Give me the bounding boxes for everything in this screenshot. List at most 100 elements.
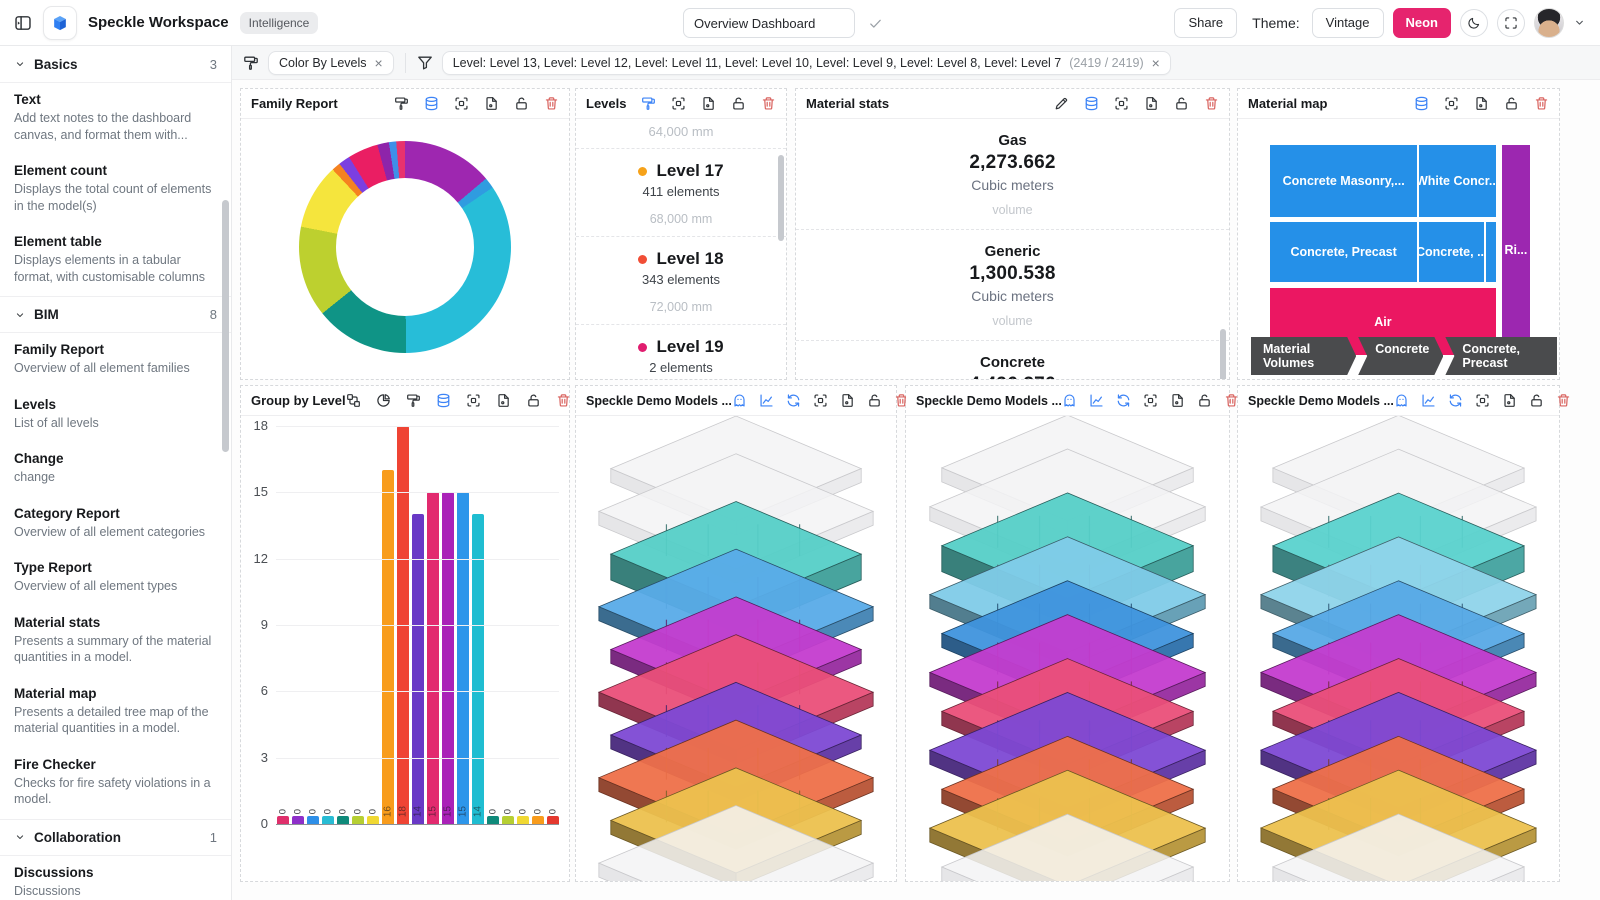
- scan-icon[interactable]: [671, 96, 686, 111]
- file-icon[interactable]: [1502, 393, 1517, 408]
- ghost-icon[interactable]: [1394, 393, 1409, 408]
- lock-icon[interactable]: [867, 393, 882, 408]
- treemap-cell-ri-[interactable]: Ri...: [1500, 144, 1531, 356]
- material-stats-scrollbar[interactable]: [1220, 329, 1226, 379]
- app-logo[interactable]: [43, 5, 77, 40]
- breadcrumb-concrete-precast[interactable]: Concrete, Precast: [1445, 337, 1557, 375]
- bar-value-0[interactable]: 0: [306, 809, 319, 824]
- paint-roller-icon[interactable]: [641, 96, 656, 111]
- bar-value-0[interactable]: 0: [366, 809, 379, 824]
- pencil-icon[interactable]: [1054, 96, 1069, 111]
- bar-value-0[interactable]: 0: [351, 809, 364, 824]
- treemap-cell-concrete-[interactable]: Concrete, ...: [1418, 221, 1486, 283]
- sidebar-section-header[interactable]: Basics 3: [0, 46, 231, 83]
- model-3d-viewport[interactable]: [1238, 416, 1559, 881]
- group-icon[interactable]: [346, 393, 361, 408]
- trash-icon[interactable]: [1224, 393, 1239, 408]
- database-icon[interactable]: [1084, 96, 1099, 111]
- file-icon[interactable]: [1144, 96, 1159, 111]
- file-icon[interactable]: [1170, 393, 1185, 408]
- bar-value-15[interactable]: 15: [441, 492, 454, 824]
- bar-value-0[interactable]: 0: [501, 809, 514, 824]
- trend-chart-icon[interactable]: [1089, 393, 1104, 408]
- paint-roller-icon[interactable]: [406, 393, 421, 408]
- sidebar-item-element-table[interactable]: Element table Displays elements in a tabu…: [0, 225, 231, 296]
- lock-icon[interactable]: [1197, 393, 1212, 408]
- model-3d-viewport[interactable]: [576, 416, 896, 881]
- dashboard-name-input[interactable]: [683, 8, 855, 38]
- file-icon[interactable]: [840, 393, 855, 408]
- sidebar-item-discussions[interactable]: Discussions Discussions: [0, 856, 231, 900]
- ghost-icon[interactable]: [732, 393, 747, 408]
- sidebar-item-material-map[interactable]: Material map Presents a detailed tree map…: [0, 677, 231, 748]
- scan-icon[interactable]: [1143, 393, 1158, 408]
- family-report-donut-chart[interactable]: [299, 141, 511, 353]
- scan-icon[interactable]: [454, 96, 469, 111]
- funnel-icon[interactable]: [417, 55, 433, 71]
- sidebar-item-type-report[interactable]: Type Report Overview of all element types: [0, 551, 231, 606]
- lock-icon[interactable]: [1504, 96, 1519, 111]
- scan-icon[interactable]: [1444, 96, 1459, 111]
- bar-value-16[interactable]: 16: [381, 470, 394, 824]
- scan-icon[interactable]: [813, 393, 828, 408]
- level-row-partial[interactable]: 64,000 mm: [576, 119, 786, 149]
- scan-icon[interactable]: [1114, 96, 1129, 111]
- level-row-level-18[interactable]: Level 18 343 elements 72,000 mm: [576, 237, 786, 325]
- share-button[interactable]: Share: [1174, 7, 1238, 38]
- sidebar-item-text[interactable]: Text Add text notes to the dashboard canv…: [0, 83, 231, 154]
- trash-icon[interactable]: [1556, 393, 1571, 408]
- sidebar-item-element-count[interactable]: Element count Displays the total count of…: [0, 154, 231, 225]
- file-icon[interactable]: [1474, 96, 1489, 111]
- trash-icon[interactable]: [761, 96, 776, 111]
- levels-scrollbar[interactable]: [778, 155, 784, 241]
- sidebar-scrollbar[interactable]: [222, 200, 229, 452]
- file-icon[interactable]: [484, 96, 499, 111]
- lock-icon[interactable]: [731, 96, 746, 111]
- sync-icon[interactable]: [786, 393, 801, 408]
- treemap-cell[interactable]: [1485, 221, 1497, 283]
- close-icon[interactable]: ×: [1151, 54, 1160, 71]
- sidebar-item-material-stats[interactable]: Material stats Presents a summary of the …: [0, 606, 231, 677]
- lock-icon[interactable]: [526, 393, 541, 408]
- sidebar-item-change[interactable]: Change change: [0, 442, 231, 497]
- sidebar-section-header[interactable]: BIM 8: [0, 296, 231, 333]
- lock-icon[interactable]: [1174, 96, 1189, 111]
- lock-icon[interactable]: [1529, 393, 1544, 408]
- scan-icon[interactable]: [1475, 393, 1490, 408]
- treemap-cell-white-concr-[interactable]: White Concr...: [1418, 144, 1497, 219]
- file-icon[interactable]: [701, 96, 716, 111]
- close-icon[interactable]: ×: [374, 54, 383, 71]
- expand-icon[interactable]: [1497, 8, 1525, 37]
- avatar[interactable]: [1534, 7, 1564, 38]
- bar-value-0[interactable]: 0: [321, 809, 334, 824]
- treemap-cell-concrete-masonry-[interactable]: Concrete Masonry,...: [1269, 144, 1419, 219]
- sidebar-item-levels[interactable]: Levels List of all levels: [0, 388, 231, 443]
- file-icon[interactable]: [496, 393, 511, 408]
- sidebar-item-fire-checker[interactable]: Fire Checker Checks for fire safety viola…: [0, 748, 231, 819]
- bar-value-14[interactable]: 14: [471, 514, 484, 824]
- sidebar-section-header[interactable]: Collaboration 1: [0, 818, 231, 856]
- database-icon[interactable]: [424, 96, 439, 111]
- chevron-down-icon[interactable]: [1573, 16, 1586, 29]
- bar-value-15[interactable]: 15: [456, 492, 469, 824]
- bar-value-0[interactable]: 0: [546, 809, 559, 824]
- level-row-level-17[interactable]: Level 17 411 elements 68,000 mm: [576, 149, 786, 237]
- treemap-cell-concrete-precast[interactable]: Concrete, Precast: [1269, 221, 1419, 283]
- theme-vintage-button[interactable]: Vintage: [1311, 7, 1384, 38]
- database-icon[interactable]: [436, 393, 451, 408]
- moon-icon[interactable]: [1460, 8, 1488, 37]
- trash-icon[interactable]: [544, 96, 559, 111]
- sync-icon[interactable]: [1448, 393, 1463, 408]
- level-row-level-19[interactable]: Level 192 elements76,000 mm: [576, 325, 786, 379]
- bar-value-0[interactable]: 0: [531, 809, 544, 824]
- breadcrumb-material-volumes[interactable]: Material Volumes: [1251, 337, 1356, 375]
- bar-value-0[interactable]: 0: [486, 809, 499, 824]
- color-by-levels-chip[interactable]: Color By Levels ×: [268, 50, 394, 75]
- trend-chart-icon[interactable]: [1421, 393, 1436, 408]
- levels-filter-chip[interactable]: Level: Level 13, Level: Level 12, Level:…: [441, 50, 1171, 75]
- bar-value-14[interactable]: 14: [411, 514, 424, 824]
- collapse-sidebar-icon[interactable]: [14, 14, 32, 32]
- paint-roller-icon[interactable]: [394, 96, 409, 111]
- lock-icon[interactable]: [514, 96, 529, 111]
- sync-icon[interactable]: [1116, 393, 1131, 408]
